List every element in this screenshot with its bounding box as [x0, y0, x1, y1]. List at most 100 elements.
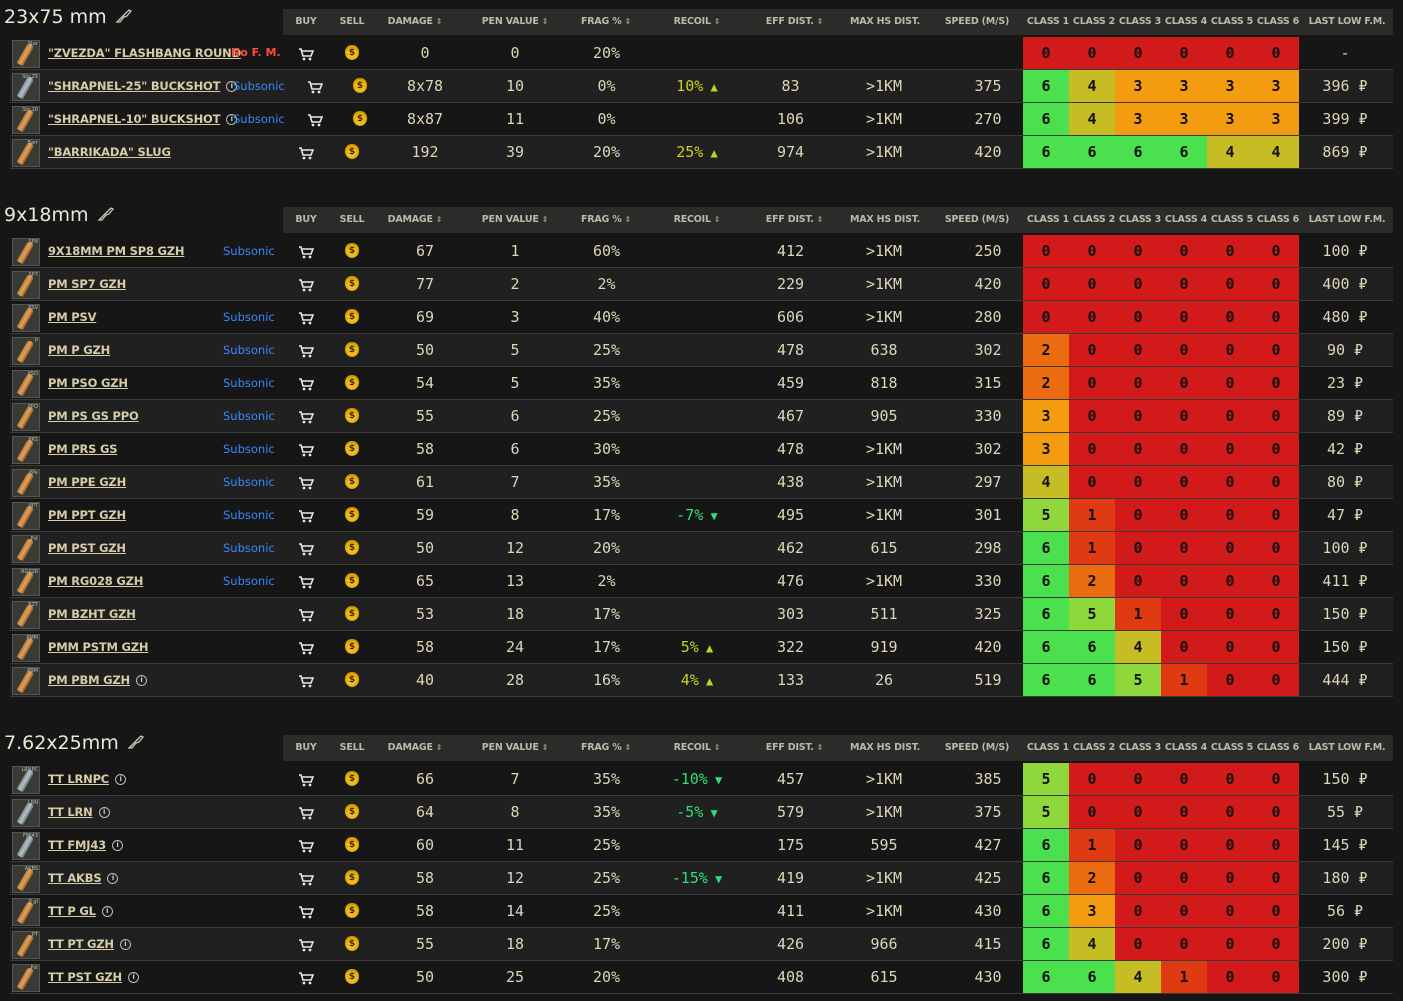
ammo-name-link[interactable]: 9X18MM PM SP8 GZH	[48, 235, 185, 267]
column-header-pen[interactable]: PEN VALUE ⇕	[465, 735, 565, 761]
ammo-name-link[interactable]: "BARRIKADA" SLUG	[48, 136, 171, 168]
sell-coin-icon[interactable]: $	[345, 936, 359, 951]
column-header-eff[interactable]: EFF DIST. ⇕	[747, 207, 842, 233]
sell-coin-icon[interactable]: $	[345, 804, 359, 819]
buy-icon[interactable]	[298, 442, 315, 457]
column-header-eff[interactable]: EFF DIST. ⇕	[747, 9, 842, 35]
buy-icon[interactable]	[298, 640, 315, 655]
ammo-thumbnail-icon[interactable]: SP8	[12, 238, 40, 266]
ammo-thumbnail-icon[interactable]: PPe	[12, 469, 40, 497]
sell-coin-icon[interactable]: $	[345, 144, 359, 159]
ammo-name-link[interactable]: TT PT GZH i	[48, 928, 131, 960]
column-header-damage[interactable]: DAMAGE ⇕	[375, 9, 455, 35]
column-header-frag[interactable]: FRAG % ⇕	[565, 735, 647, 761]
ammo-name-link[interactable]: TT LRNPC i	[48, 763, 127, 795]
buy-icon[interactable]	[298, 772, 315, 787]
buy-icon[interactable]	[298, 376, 315, 391]
buy-icon[interactable]	[307, 112, 324, 127]
ammo-thumbnail-icon[interactable]: PPT	[12, 502, 40, 530]
ammo-name-link[interactable]: PM PS GS PPO	[48, 400, 139, 432]
sell-coin-icon[interactable]: $	[345, 408, 359, 423]
sort-icon[interactable]: ⇕	[713, 743, 721, 752]
sell-coin-icon[interactable]: $	[345, 342, 359, 357]
column-header-damage[interactable]: DAMAGE ⇕	[375, 207, 455, 233]
sell-coin-icon[interactable]: $	[345, 375, 359, 390]
info-icon[interactable]: i	[98, 807, 110, 818]
buy-icon[interactable]	[298, 46, 315, 61]
sort-icon[interactable]: ⇕	[624, 17, 632, 26]
sell-coin-icon[interactable]: $	[345, 474, 359, 489]
ammo-thumbnail-icon[interactable]: FMJ43	[12, 832, 40, 860]
buy-icon[interactable]	[298, 871, 315, 886]
ammo-name-link[interactable]: PM PSV	[48, 301, 96, 333]
ammo-name-link[interactable]: "ZVEZDA" FLASHBANG ROUND	[48, 37, 241, 69]
ammo-thumbnail-icon[interactable]: AKBS	[12, 865, 40, 893]
buy-icon[interactable]	[298, 541, 315, 556]
ammo-name-link[interactable]: TT AKBS i	[48, 862, 119, 894]
column-header-recoil[interactable]: RECOIL ⇕	[647, 735, 747, 761]
info-icon[interactable]: i	[127, 972, 139, 983]
column-header-pen[interactable]: PEN VALUE ⇕	[465, 9, 565, 35]
ammo-thumbnail-icon[interactable]: PPO	[12, 403, 40, 431]
sort-icon[interactable]: ⇕	[435, 215, 443, 224]
ammo-name-link[interactable]: "SHRAPNEL-25" BUCKSHOT i	[48, 70, 238, 102]
ammo-thumbnail-icon[interactable]: PMM	[12, 634, 40, 662]
ammo-thumbnail-icon[interactable]: PSO	[12, 370, 40, 398]
ammo-name-link[interactable]: PM SP7 GZH	[48, 268, 126, 300]
column-header-frag[interactable]: FRAG % ⇕	[565, 207, 647, 233]
ammo-name-link[interactable]: TT FMJ43 i	[48, 829, 123, 861]
info-icon[interactable]: i	[101, 906, 113, 917]
sell-coin-icon[interactable]: $	[345, 771, 359, 786]
buy-icon[interactable]	[298, 409, 315, 424]
column-header-frag[interactable]: FRAG % ⇕	[565, 9, 647, 35]
ammo-thumbnail-icon[interactable]: SP7	[12, 271, 40, 299]
sell-coin-icon[interactable]: $	[345, 276, 359, 291]
column-header-pen[interactable]: PEN VALUE ⇕	[465, 207, 565, 233]
buy-icon[interactable]	[298, 970, 315, 985]
sort-icon[interactable]: ⇕	[624, 743, 632, 752]
ammo-name-link[interactable]: PM RG028 GZH	[48, 565, 143, 597]
info-icon[interactable]: i	[135, 675, 147, 686]
ammo-name-link[interactable]: PMM PSTM GZH	[48, 631, 149, 663]
buy-icon[interactable]	[298, 343, 315, 358]
ammo-name-link[interactable]: TT PST GZH i	[48, 961, 139, 993]
ammo-name-link[interactable]: TT P GL i	[48, 895, 113, 927]
ammo-name-link[interactable]: PM PST GZH	[48, 532, 126, 564]
sell-coin-icon[interactable]: $	[345, 639, 359, 654]
sell-coin-icon[interactable]: $	[345, 573, 359, 588]
buy-icon[interactable]	[298, 277, 315, 292]
ammo-thumbnail-icon[interactable]: Barr	[12, 139, 40, 167]
ammo-name-link[interactable]: "SHRAPNEL-10" BUCKSHOT i	[48, 103, 238, 135]
ammo-thumbnail-icon[interactable]: P gl	[12, 898, 40, 926]
ammo-thumbnail-icon[interactable]: Star	[12, 40, 40, 68]
column-header-recoil[interactable]: RECOIL ⇕	[647, 207, 747, 233]
buy-icon[interactable]	[298, 937, 315, 952]
info-icon[interactable]: i	[107, 873, 119, 884]
ammo-thumbnail-icon[interactable]: RG028	[12, 568, 40, 596]
buy-icon[interactable]	[298, 145, 315, 160]
buy-icon[interactable]	[298, 805, 315, 820]
column-header-recoil[interactable]: RECOIL ⇕	[647, 9, 747, 35]
info-icon[interactable]: i	[226, 81, 238, 92]
buy-icon[interactable]	[298, 904, 315, 919]
ammo-thumbnail-icon[interactable]: PRS	[12, 436, 40, 464]
sort-icon[interactable]: ⇕	[541, 215, 549, 224]
sell-coin-icon[interactable]: $	[345, 903, 359, 918]
info-icon[interactable]: i	[111, 840, 123, 851]
sell-coin-icon[interactable]: $	[345, 507, 359, 522]
sort-icon[interactable]: ⇕	[624, 215, 632, 224]
ammo-thumbnail-icon[interactable]: Shr.25	[12, 73, 40, 101]
sell-coin-icon[interactable]: $	[345, 441, 359, 456]
ammo-name-link[interactable]: TT LRN i	[48, 796, 110, 828]
sort-icon[interactable]: ⇕	[816, 17, 824, 26]
sell-coin-icon[interactable]: $	[345, 243, 359, 258]
ammo-thumbnail-icon[interactable]: LRNPC	[12, 766, 40, 794]
buy-icon[interactable]	[298, 574, 315, 589]
sell-coin-icon[interactable]: $	[345, 672, 359, 687]
sell-coin-icon[interactable]: $	[345, 837, 359, 852]
sell-coin-icon[interactable]: $	[345, 540, 359, 555]
buy-icon[interactable]	[307, 79, 324, 94]
buy-icon[interactable]	[298, 838, 315, 853]
sell-coin-icon[interactable]: $	[353, 111, 367, 126]
sort-icon[interactable]: ⇕	[816, 215, 824, 224]
